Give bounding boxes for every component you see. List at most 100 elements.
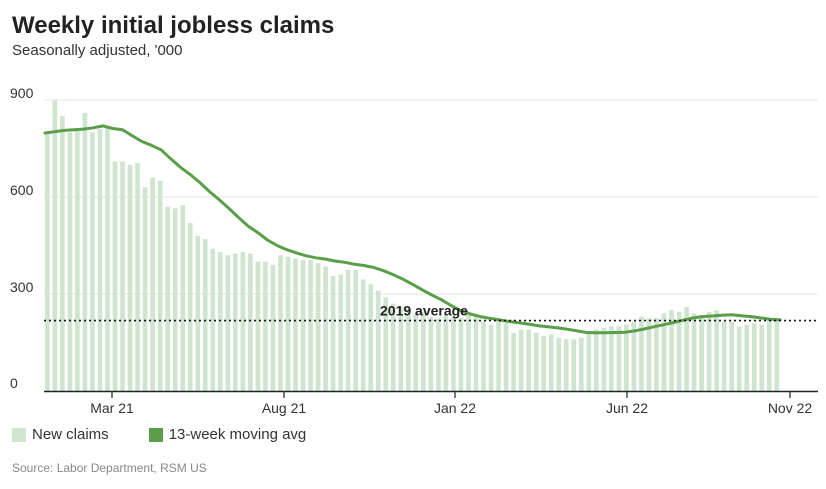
bar-new-claims — [255, 261, 261, 391]
bar-new-claims — [421, 311, 426, 391]
bar-new-claims — [353, 269, 358, 391]
bar-new-claims — [736, 326, 742, 391]
x-tick-label: Jun 22 — [606, 400, 648, 416]
bar-new-claims — [398, 306, 404, 391]
x-tick-label: Mar 21 — [90, 400, 134, 416]
bar-new-claims — [443, 315, 449, 391]
bar-new-claims — [669, 310, 674, 391]
bar-new-claims — [436, 318, 441, 391]
bar-new-claims — [233, 253, 238, 391]
bar-new-claims — [248, 253, 253, 391]
bar-new-claims — [593, 329, 599, 391]
bar-new-claims — [345, 269, 351, 391]
legend-swatch-new-claims — [12, 427, 26, 442]
bar-new-claims — [217, 251, 223, 391]
bar-new-claims — [300, 260, 306, 391]
bar-new-claims — [654, 318, 659, 391]
bar-new-claims — [661, 313, 667, 391]
bar-new-claims — [97, 129, 103, 391]
bar-new-claims — [676, 311, 682, 391]
bar-new-claims — [165, 206, 170, 391]
bar-new-claims — [202, 239, 208, 391]
bar-new-claims — [646, 318, 652, 391]
bar-new-claims — [135, 163, 140, 391]
reference-line-label: 2019 average — [380, 303, 468, 319]
bar-new-claims — [390, 303, 396, 391]
bar-new-claims — [684, 306, 689, 391]
bar-new-claims — [405, 308, 411, 391]
bar-new-claims — [563, 339, 569, 391]
bar-new-claims — [751, 323, 757, 391]
bar-new-claims — [458, 318, 464, 391]
bar-new-claims — [413, 313, 419, 391]
bar-new-claims — [466, 315, 471, 391]
legend-label-new-claims: New claims — [32, 426, 109, 443]
bar-new-claims — [240, 251, 246, 391]
bar-new-claims — [157, 180, 163, 391]
bar-new-claims — [383, 297, 389, 391]
x-tick-label: Nov 22 — [768, 400, 813, 416]
bar-new-claims — [766, 318, 772, 391]
bar-new-claims — [75, 129, 80, 391]
bar-new-claims — [368, 284, 374, 391]
bar-new-claims — [699, 315, 704, 391]
bar-new-claims — [759, 324, 765, 391]
bar-new-claims — [172, 208, 178, 391]
chart-subtitle: Seasonally adjusted, '000 — [12, 42, 183, 59]
bar-new-claims — [526, 329, 531, 391]
bar-new-claims — [548, 334, 554, 391]
bar-new-claims — [293, 258, 298, 391]
bar-new-claims — [60, 116, 65, 392]
bar-new-claims — [533, 332, 539, 391]
bar-new-claims — [691, 313, 697, 391]
moving-average-line — [43, 124, 782, 335]
bar-new-claims — [195, 235, 201, 391]
y-tick-label: 600 — [10, 182, 34, 198]
bar-new-claims — [142, 187, 148, 391]
y-tick-label: 900 — [10, 85, 34, 101]
bar-new-claims — [127, 164, 133, 391]
bar-new-claims — [639, 316, 644, 391]
bar-new-claims — [571, 339, 577, 391]
bar-new-claims — [308, 260, 313, 391]
bar-new-claims — [323, 266, 328, 391]
bar-new-claims — [774, 319, 780, 391]
bar-new-claims — [112, 161, 118, 391]
bar-new-claims — [105, 125, 110, 391]
bar-new-claims — [67, 132, 73, 392]
bar-new-claims — [375, 290, 381, 391]
legend-item-moving-avg: 13-week moving avg — [148, 426, 307, 443]
bar-new-claims — [360, 279, 366, 391]
bar-new-claims — [706, 311, 712, 391]
bar-new-claims — [488, 324, 494, 391]
legend-label-moving-avg: 13-week moving avg — [168, 426, 307, 443]
bar-new-claims — [631, 321, 637, 391]
bar-new-claims — [541, 336, 547, 391]
bar-new-claims — [180, 205, 186, 391]
bar-new-claims — [586, 331, 592, 391]
bar-new-claims — [601, 327, 607, 391]
bar-new-claims — [503, 323, 509, 391]
chart-title: Weekly initial jobless claims — [12, 12, 335, 39]
bar-new-claims — [285, 256, 291, 391]
legend-swatch-moving-avg — [148, 427, 163, 442]
bar-new-claims — [120, 161, 125, 391]
bar-new-claims — [428, 316, 434, 391]
x-tick-label: Aug 21 — [262, 400, 307, 416]
bar-new-claims — [82, 112, 88, 391]
bar-new-claims — [225, 255, 231, 391]
legend-item-new-claims: New claims — [12, 426, 109, 443]
bar-new-claims — [721, 321, 727, 391]
bar-new-claims — [609, 326, 614, 391]
bar-new-claims — [187, 222, 193, 391]
bar-new-claims — [451, 316, 456, 391]
y-tick-label: 0 — [10, 375, 18, 391]
bar-new-claims — [511, 332, 516, 391]
bar-new-claims — [52, 100, 58, 391]
bar-new-claims — [744, 324, 750, 391]
bar-new-claims — [616, 326, 622, 391]
chart-canvas: 0 300 600 900 2019 average Mar 21 Aug 21 Jan 22… — [10, 85, 818, 416]
legend: New claims 13-week moving avg — [12, 426, 346, 443]
x-tick-label: Jan 22 — [434, 400, 476, 416]
bar-new-claims — [496, 319, 501, 391]
